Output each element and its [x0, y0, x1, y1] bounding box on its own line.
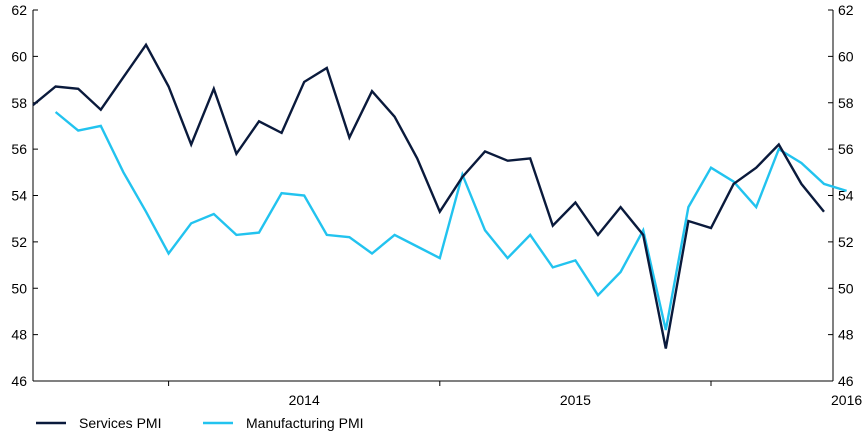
y-tick-label-left: 52: [11, 234, 27, 250]
y-tick-label-right: 52: [838, 234, 854, 250]
y-tick-label-left: 48: [11, 327, 27, 343]
services-pmi-line: [32, 42, 825, 349]
y-tick-label-right: 60: [838, 48, 854, 64]
y-tick-label-left: 58: [11, 95, 27, 111]
manufacturing-pmi-line: [54, 111, 847, 331]
y-tick-label-right: 58: [838, 95, 854, 111]
y-tick-label-right: 48: [838, 327, 854, 343]
legend: Services PMI Manufacturing PMI: [36, 415, 364, 431]
y-tick-label-left: 60: [11, 48, 27, 64]
y-tick-label-left: 62: [11, 2, 27, 18]
y-tick-label-right: 50: [838, 280, 854, 296]
x-tick-label: 2015: [560, 392, 591, 408]
manufacturing-pmi-legend-label: Manufacturing PMI: [246, 415, 364, 431]
services-pmi-legend-label: Services PMI: [79, 415, 161, 431]
y-tick-label-right: 54: [838, 188, 854, 204]
y-tick-label-left: 54: [11, 188, 27, 204]
y-tick-label-right: 62: [838, 2, 854, 18]
y-tick-label-left: 50: [11, 280, 27, 296]
y-tick-label-left: 56: [11, 141, 27, 157]
x-tick-label: 2016: [831, 392, 862, 408]
y-tick-label-right: 56: [838, 141, 854, 157]
y-tick-label-left: 46: [11, 373, 27, 389]
x-tick-label: 2014: [289, 392, 320, 408]
plot-area: [32, 42, 847, 349]
axes: 46 46 48 48 50 50 52 52 54 54 56 56 58 58 60 60 62 62 2014…: [11, 2, 862, 408]
y-tick-label-right: 46: [838, 373, 854, 389]
